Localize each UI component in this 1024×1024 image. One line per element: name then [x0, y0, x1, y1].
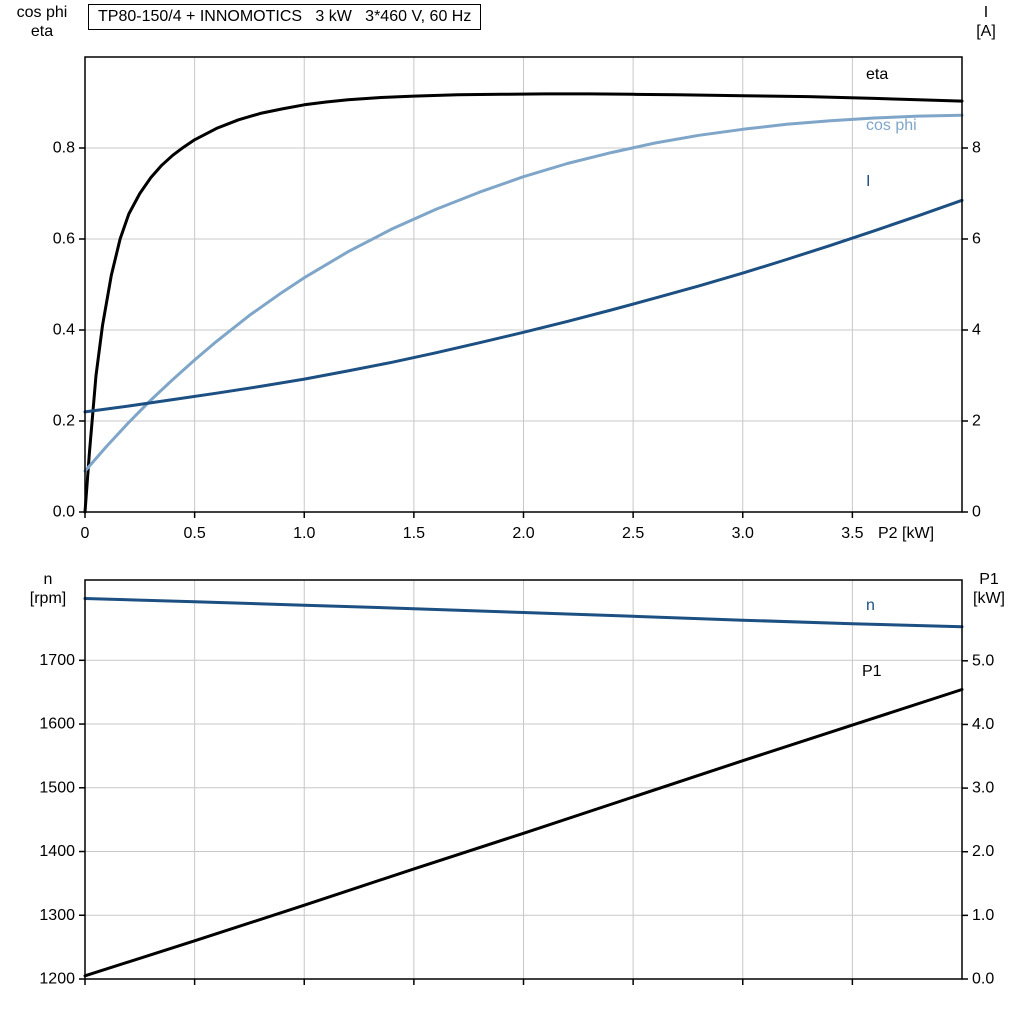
svg-text:4: 4 — [972, 322, 981, 339]
series-current — [83, 198, 964, 414]
top-left-axis-label: cos phi eta — [2, 3, 82, 41]
svg-text:6: 6 — [972, 231, 981, 248]
axis-label-p1: P1 — [979, 571, 999, 588]
svg-text:1600: 1600 — [39, 716, 75, 733]
bottom-left-axis-label: n [rpm] — [14, 570, 82, 608]
svg-text:0.0: 0.0 — [53, 504, 75, 521]
x-axis-label: P2 [kW] — [878, 525, 935, 542]
svg-text:2.0: 2.0 — [512, 525, 534, 542]
svg-text:2.0: 2.0 — [972, 843, 994, 860]
svg-text:0.5: 0.5 — [184, 525, 206, 542]
svg-text:4.0: 4.0 — [972, 716, 994, 733]
axis-label-current-unit: [A] — [976, 23, 996, 40]
axis-label-speed: n — [43, 571, 53, 588]
svg-text:1700: 1700 — [39, 652, 75, 669]
curve-label-eta: eta — [866, 66, 889, 83]
bottom-chart: 1200 1300 1400 1500 1600 1700 0.0 1.0 2.0 3.0 4.0 5… — [39, 579, 994, 988]
svg-text:0.0: 0.0 — [972, 971, 994, 988]
svg-text:1400: 1400 — [39, 843, 75, 860]
curve-label-cos-phi: cos phi — [866, 117, 917, 134]
svg-text:1.0: 1.0 — [972, 907, 994, 924]
svg-text:3.0: 3.0 — [732, 525, 754, 542]
svg-text:0.6: 0.6 — [53, 231, 75, 248]
series-eta — [83, 92, 964, 514]
svg-text:1300: 1300 — [39, 907, 75, 924]
svg-text:0.2: 0.2 — [53, 413, 75, 430]
axis-label-speed-unit: [rpm] — [29, 590, 67, 607]
svg-text:2: 2 — [972, 413, 981, 430]
axis-label-p1-unit: [kW] — [973, 590, 1005, 607]
svg-text:1.5: 1.5 — [403, 525, 425, 542]
svg-text:2.5: 2.5 — [622, 525, 644, 542]
svg-text:0: 0 — [972, 504, 981, 521]
bottom-right-axis-label: P1 [kW] — [962, 570, 1016, 608]
svg-text:3.5: 3.5 — [841, 525, 863, 542]
top-chart: 0 0.5 1.0 1.5 2.0 2.5 3.0 3.5 0.0 0.2 0.4 0.6 0.8 0 2 4… — [53, 56, 981, 542]
series-P1 — [83, 688, 964, 978]
series-cos_phi — [83, 113, 964, 473]
series-speed — [83, 597, 964, 629]
svg-text:8: 8 — [972, 140, 981, 157]
curve-label-speed: n — [866, 597, 875, 614]
axis-label-cos-phi: cos phi — [16, 4, 68, 21]
svg-text:1500: 1500 — [39, 779, 75, 796]
svg-text:0.8: 0.8 — [53, 140, 75, 157]
svg-text:0: 0 — [81, 525, 90, 542]
axis-label-eta: eta — [30, 23, 54, 40]
svg-text:1.0: 1.0 — [293, 525, 315, 542]
svg-text:5.0: 5.0 — [972, 652, 994, 669]
curve-label-current: I — [866, 173, 871, 190]
svg-text:3.0: 3.0 — [972, 780, 994, 797]
svg-text:1200: 1200 — [39, 971, 75, 988]
axis-label-current: I — [983, 4, 989, 21]
curve-label-p1: P1 — [862, 663, 882, 680]
chart-title-box: TP80-150/4 + INNOMOTICS 3 kW 3*460 V, 60… — [88, 4, 482, 30]
top-right-axis-label: I [A] — [963, 3, 1009, 41]
svg-text:0.4: 0.4 — [53, 322, 75, 339]
